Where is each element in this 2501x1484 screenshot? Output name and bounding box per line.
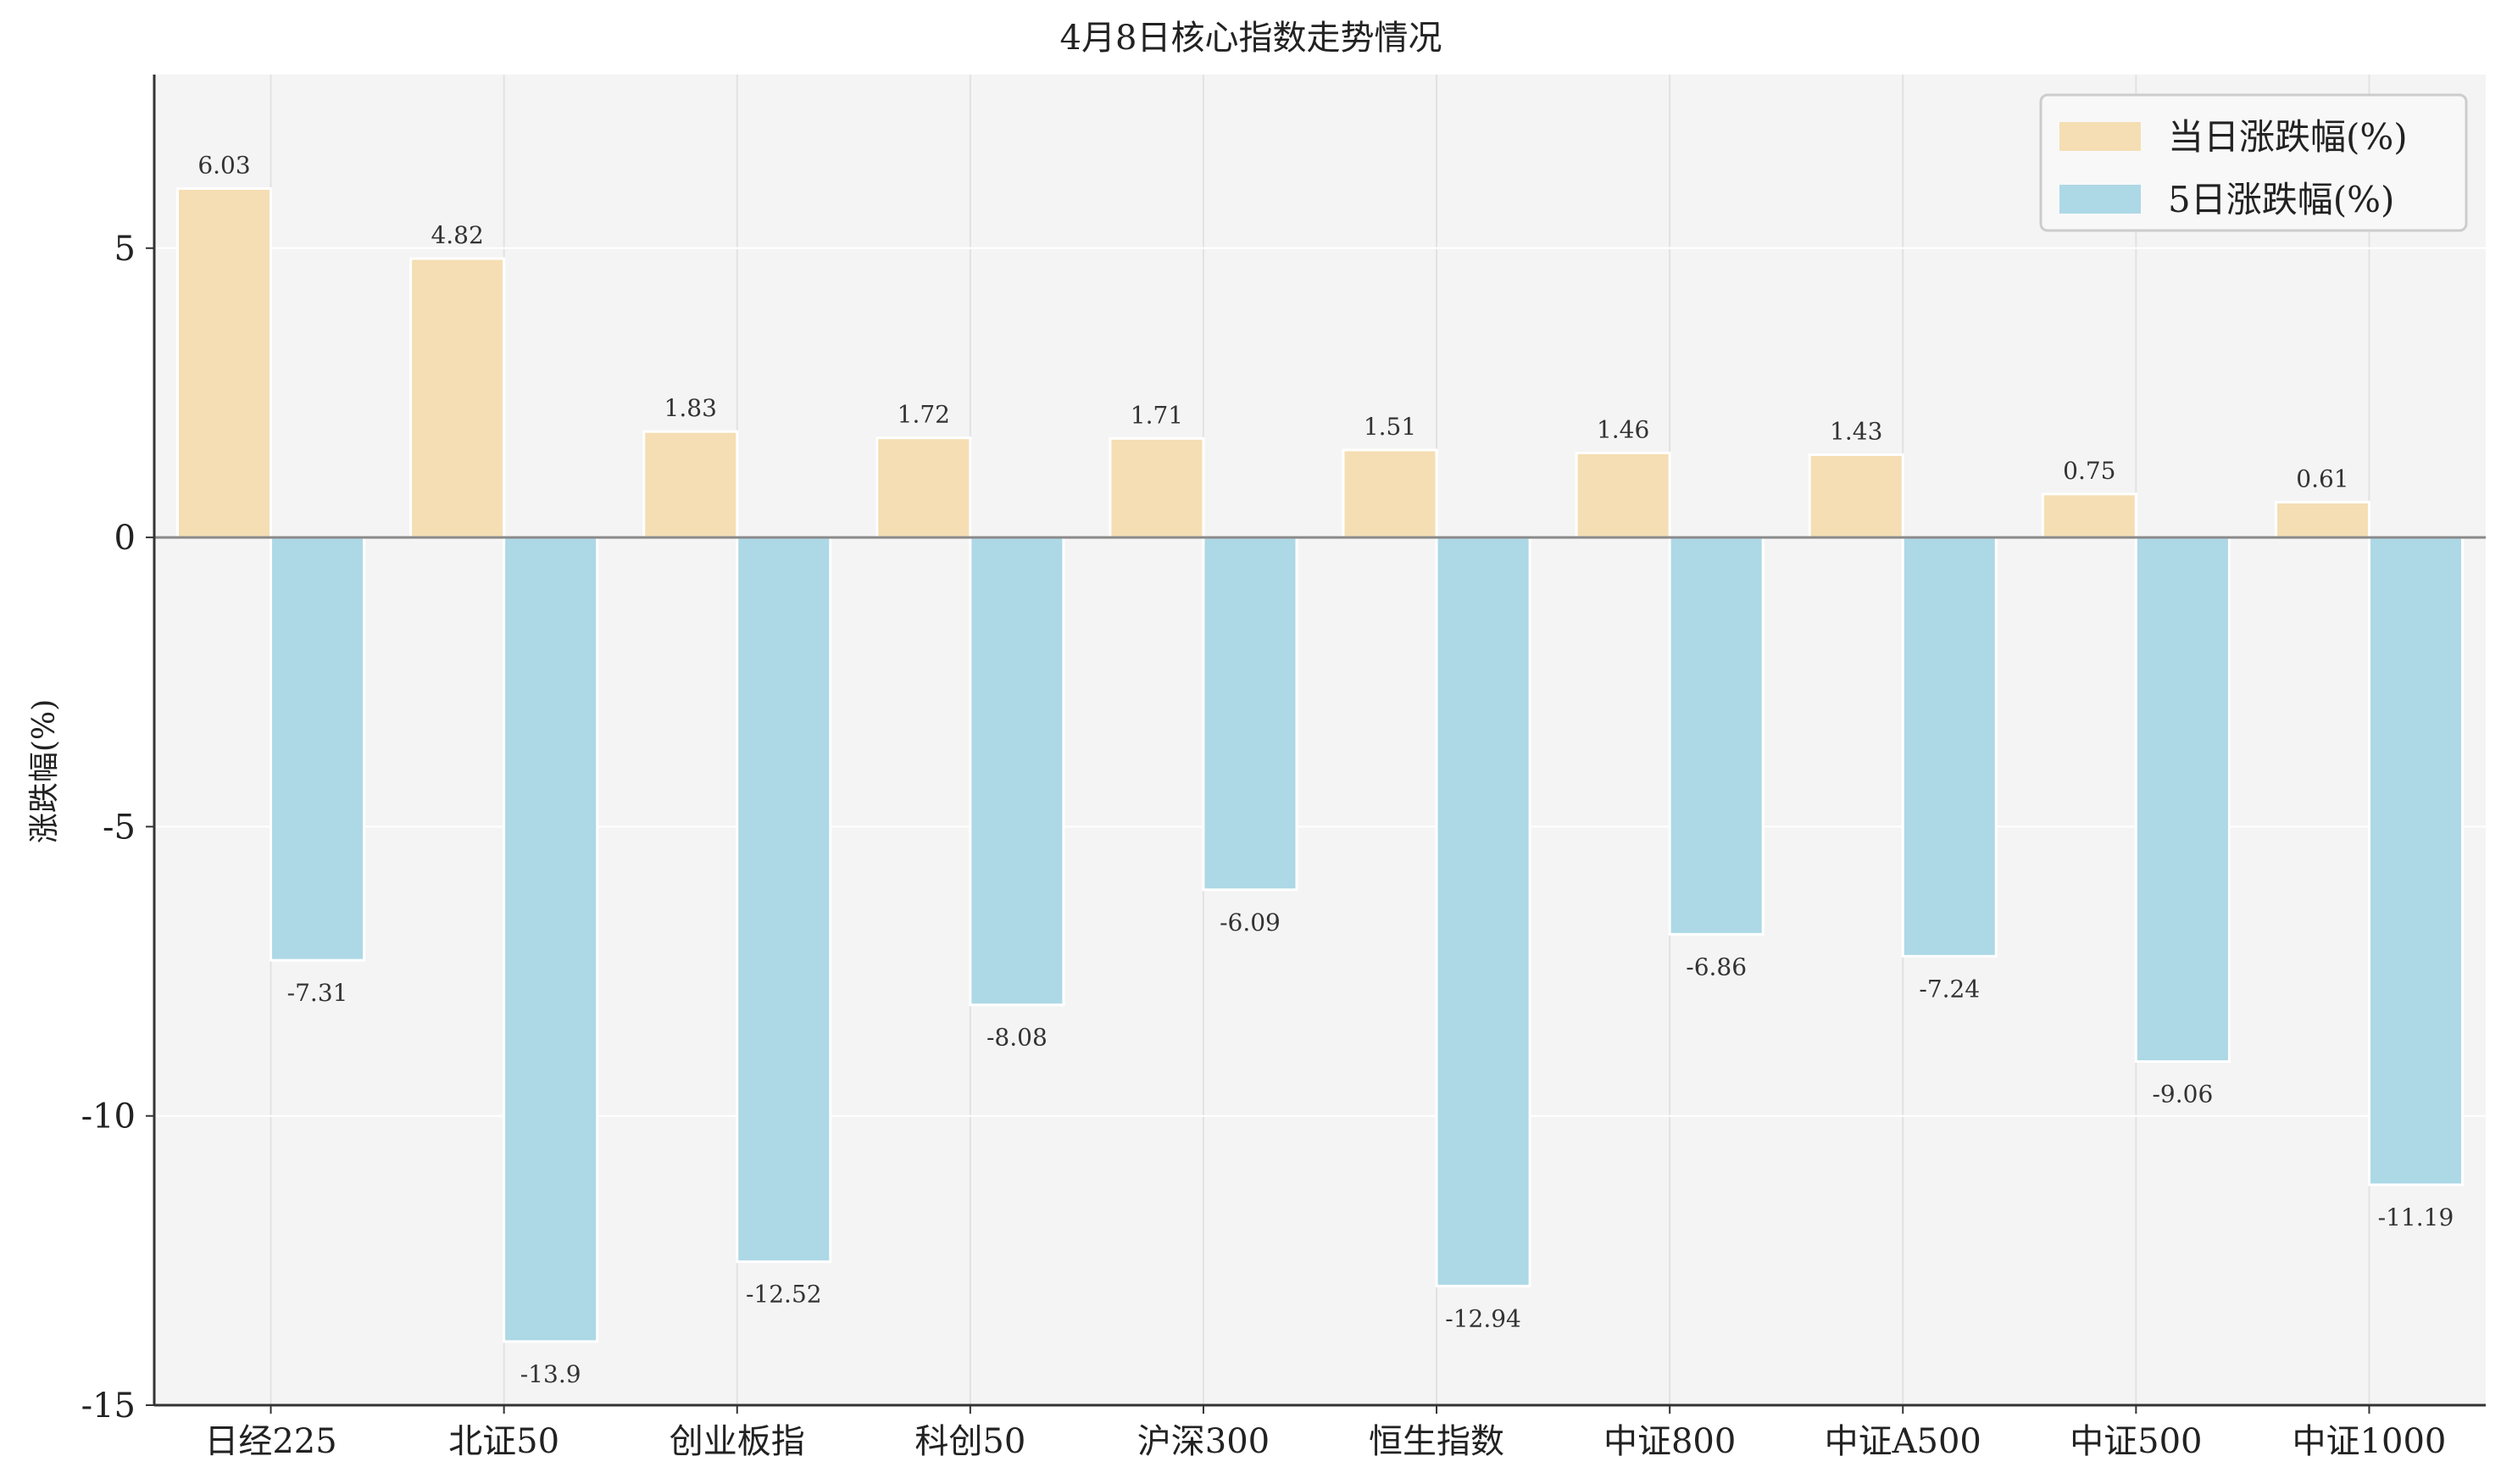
data-label: -11.19 — [2378, 1203, 2454, 1231]
x-tick-label: 中证1000 — [2293, 1422, 2447, 1461]
data-label: 1.46 — [1597, 415, 1649, 443]
data-label: -8.08 — [987, 1024, 1048, 1052]
x-tick-label: 日经225 — [204, 1422, 336, 1461]
y-tick-label: -5 — [103, 808, 136, 847]
data-label: -12.52 — [746, 1281, 822, 1309]
bar-five-day — [1668, 536, 1765, 936]
bar-five-day — [1202, 536, 1298, 892]
data-label: -12.94 — [1445, 1304, 1521, 1332]
bar-daily — [1109, 436, 1205, 539]
y-tick-label: -10 — [81, 1098, 136, 1137]
bar-daily — [176, 186, 273, 539]
data-label: 1.83 — [664, 394, 717, 422]
bar-daily — [642, 430, 739, 539]
bar-daily — [875, 436, 972, 539]
y-tick-label: 0 — [114, 519, 136, 558]
chart-title: 4月8日核心指数走势情况 — [1060, 19, 1442, 58]
x-tick-label: 北证50 — [448, 1422, 559, 1461]
data-label: -6.09 — [1220, 909, 1281, 937]
legend: 当日涨跌幅(%) 5日涨跌幅(%) — [2039, 93, 2468, 232]
x-tick-label: 沪深300 — [1137, 1422, 1270, 1461]
bar-five-day — [2134, 536, 2231, 1064]
data-label: -7.31 — [287, 979, 348, 1007]
data-label: 1.72 — [898, 401, 950, 429]
y-tick-label: 5 — [114, 230, 136, 269]
data-label: -7.24 — [1919, 975, 1980, 1003]
y-axis-label: 涨跌幅(%) — [27, 699, 62, 843]
data-label: 1.71 — [1131, 401, 1183, 429]
legend-entry: 当日涨跌幅(%) — [2168, 116, 2408, 158]
bar-five-day — [503, 536, 599, 1343]
bar-five-day — [1901, 536, 1998, 958]
legend-box — [2039, 93, 2468, 232]
legend-entry: 5日涨跌幅(%) — [2168, 179, 2394, 220]
bar-five-day — [969, 536, 1065, 1007]
x-tick-label: 创业板指 — [670, 1422, 805, 1461]
bar-daily — [1808, 453, 1904, 539]
data-label: -13.9 — [520, 1360, 581, 1388]
bar-daily — [2274, 500, 2370, 539]
x-tick-label: 中证800 — [1603, 1422, 1736, 1461]
data-label: 1.51 — [1364, 413, 1416, 441]
bar-daily — [1575, 451, 1671, 539]
bar-five-day — [1435, 536, 1531, 1287]
data-label: -9.06 — [2152, 1081, 2213, 1109]
x-tick-label: 恒生指数 — [1369, 1422, 1504, 1461]
bar-daily — [409, 257, 506, 539]
x-tick-label: 科创50 — [914, 1422, 1025, 1461]
bar-five-day — [2367, 536, 2464, 1187]
data-label: -6.86 — [1686, 953, 1747, 981]
data-label: 6.03 — [197, 151, 250, 179]
x-tick-label: 中证A500 — [1825, 1422, 1981, 1461]
data-label: 1.43 — [1830, 417, 1882, 445]
data-label: 0.61 — [2296, 464, 2348, 492]
bar-five-day — [270, 536, 366, 962]
bar-daily — [1342, 448, 1438, 539]
legend-swatch — [2059, 185, 2141, 214]
x-tick-label: 中证500 — [2070, 1422, 2202, 1461]
bar-daily — [2041, 492, 2137, 539]
legend-swatch — [2059, 122, 2141, 151]
plot-area: 5 0 -5 -10 -15 6.03 4.82 1.83 1.72 1.71 1.51 1.46 1.… — [81, 75, 2486, 1461]
bar-five-day — [736, 536, 832, 1264]
y-tick-label: -15 — [81, 1387, 136, 1426]
data-label: 0.75 — [2063, 457, 2115, 485]
data-label: 4.82 — [431, 221, 483, 249]
